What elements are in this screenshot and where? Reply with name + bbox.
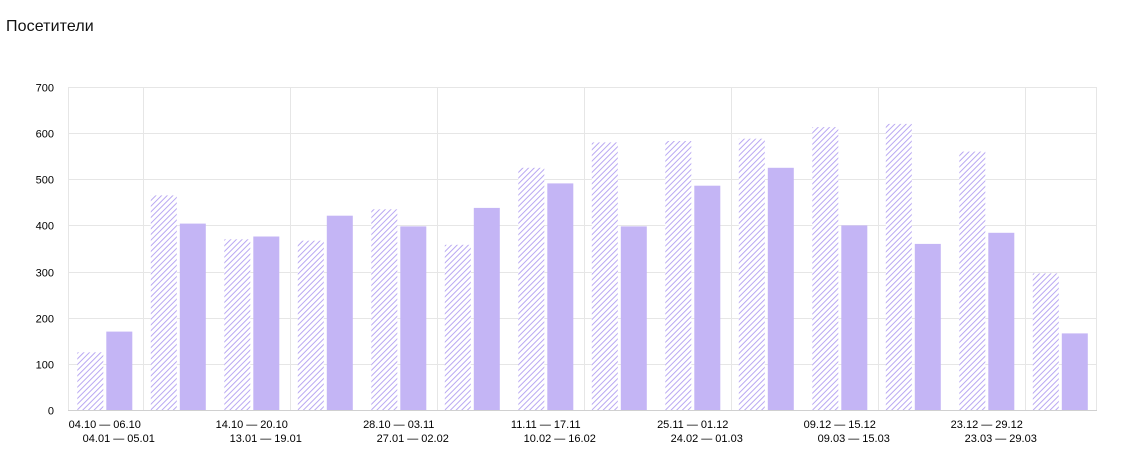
bar-hatched[interactable]: 125	[77, 352, 104, 410]
x-tick-label-upper: 09.12 — 15.12	[804, 419, 876, 431]
bar-solid[interactable]: 421	[326, 215, 353, 410]
y-tick-label: 100	[36, 360, 54, 372]
bar-solid[interactable]: 438	[473, 207, 500, 410]
tick-labels: 0 100 200 300 400 500 600 700 04.10 — 06.10 04.01…	[36, 83, 1037, 446]
x-tick-label-lower: 10.02 — 16.02	[524, 433, 596, 445]
bar-solid[interactable]: 491	[547, 183, 574, 410]
bar-hatched[interactable]: 525	[518, 167, 545, 411]
x-tick-label-upper: 11.11 — 17.11	[511, 419, 581, 431]
bar-hatched[interactable]: 613	[812, 127, 839, 410]
bar-hatched[interactable]: 435	[371, 209, 398, 410]
x-tick-label-lower: 04.01 — 05.01	[83, 433, 155, 445]
bar-hatched[interactable]: 296	[1032, 273, 1059, 410]
bar-solid[interactable]: 404	[179, 223, 206, 410]
y-tick-label: 300	[36, 268, 54, 280]
x-tick-label-upper: 14.10 — 20.10	[216, 419, 288, 431]
bar-solid[interactable]: 166	[1061, 333, 1088, 410]
bar-hatched[interactable]: 580	[591, 142, 618, 410]
bar-hatched[interactable]: 560	[959, 151, 986, 410]
grid-lines	[68, 87, 1097, 410]
x-tick-label-lower: 23.03 — 29.03	[965, 433, 1037, 445]
bar-solid[interactable]: 376	[253, 236, 280, 411]
bar-solid[interactable]: 398	[400, 226, 427, 410]
y-tick-label: 500	[36, 175, 54, 187]
bar-hatched[interactable]: 588	[738, 138, 765, 410]
bar-solid[interactable]: 525	[767, 167, 794, 411]
x-tick-label-lower: 27.01 — 02.02	[377, 433, 449, 445]
bar-hatched[interactable]: 465	[150, 195, 177, 410]
x-tick-label-upper: 04.10 — 06.10	[69, 419, 141, 431]
y-tick-label: 0	[48, 406, 54, 418]
y-tick-label: 200	[36, 314, 54, 326]
y-tick-label: 400	[36, 221, 54, 233]
chart-title: Посетители	[6, 18, 94, 35]
bar-hatched[interactable]: 620	[885, 123, 912, 411]
bar-solid[interactable]: 170	[106, 331, 133, 410]
bar-hatched[interactable]: 358	[444, 244, 471, 410]
x-tick-label-lower: 09.03 — 15.03	[818, 433, 890, 445]
bar-solid[interactable]: 400	[841, 225, 868, 410]
x-tick-label-lower: 13.01 — 19.01	[230, 433, 302, 445]
bars: 1251704654043703763674214353983584385254…	[77, 123, 1088, 411]
x-tick-label-upper: 28.10 — 03.11	[363, 419, 434, 431]
y-tick-label: 700	[36, 83, 54, 95]
bar-hatched[interactable]: 367	[297, 240, 324, 410]
x-tick-label-upper: 25.11 — 01.12	[657, 419, 728, 431]
bar-solid[interactable]: 360	[914, 243, 941, 410]
x-tick-label-upper: 23.12 — 29.12	[951, 419, 1023, 431]
x-tick-label-lower: 24.02 — 01.03	[671, 433, 743, 445]
y-tick-label: 600	[36, 129, 54, 141]
bar-solid[interactable]: 384	[988, 232, 1015, 410]
bar-hatched[interactable]: 583	[665, 141, 692, 410]
bar-solid[interactable]: 486	[694, 185, 721, 410]
bar-solid[interactable]: 398	[620, 226, 647, 410]
bar-hatched[interactable]: 370	[224, 239, 251, 410]
